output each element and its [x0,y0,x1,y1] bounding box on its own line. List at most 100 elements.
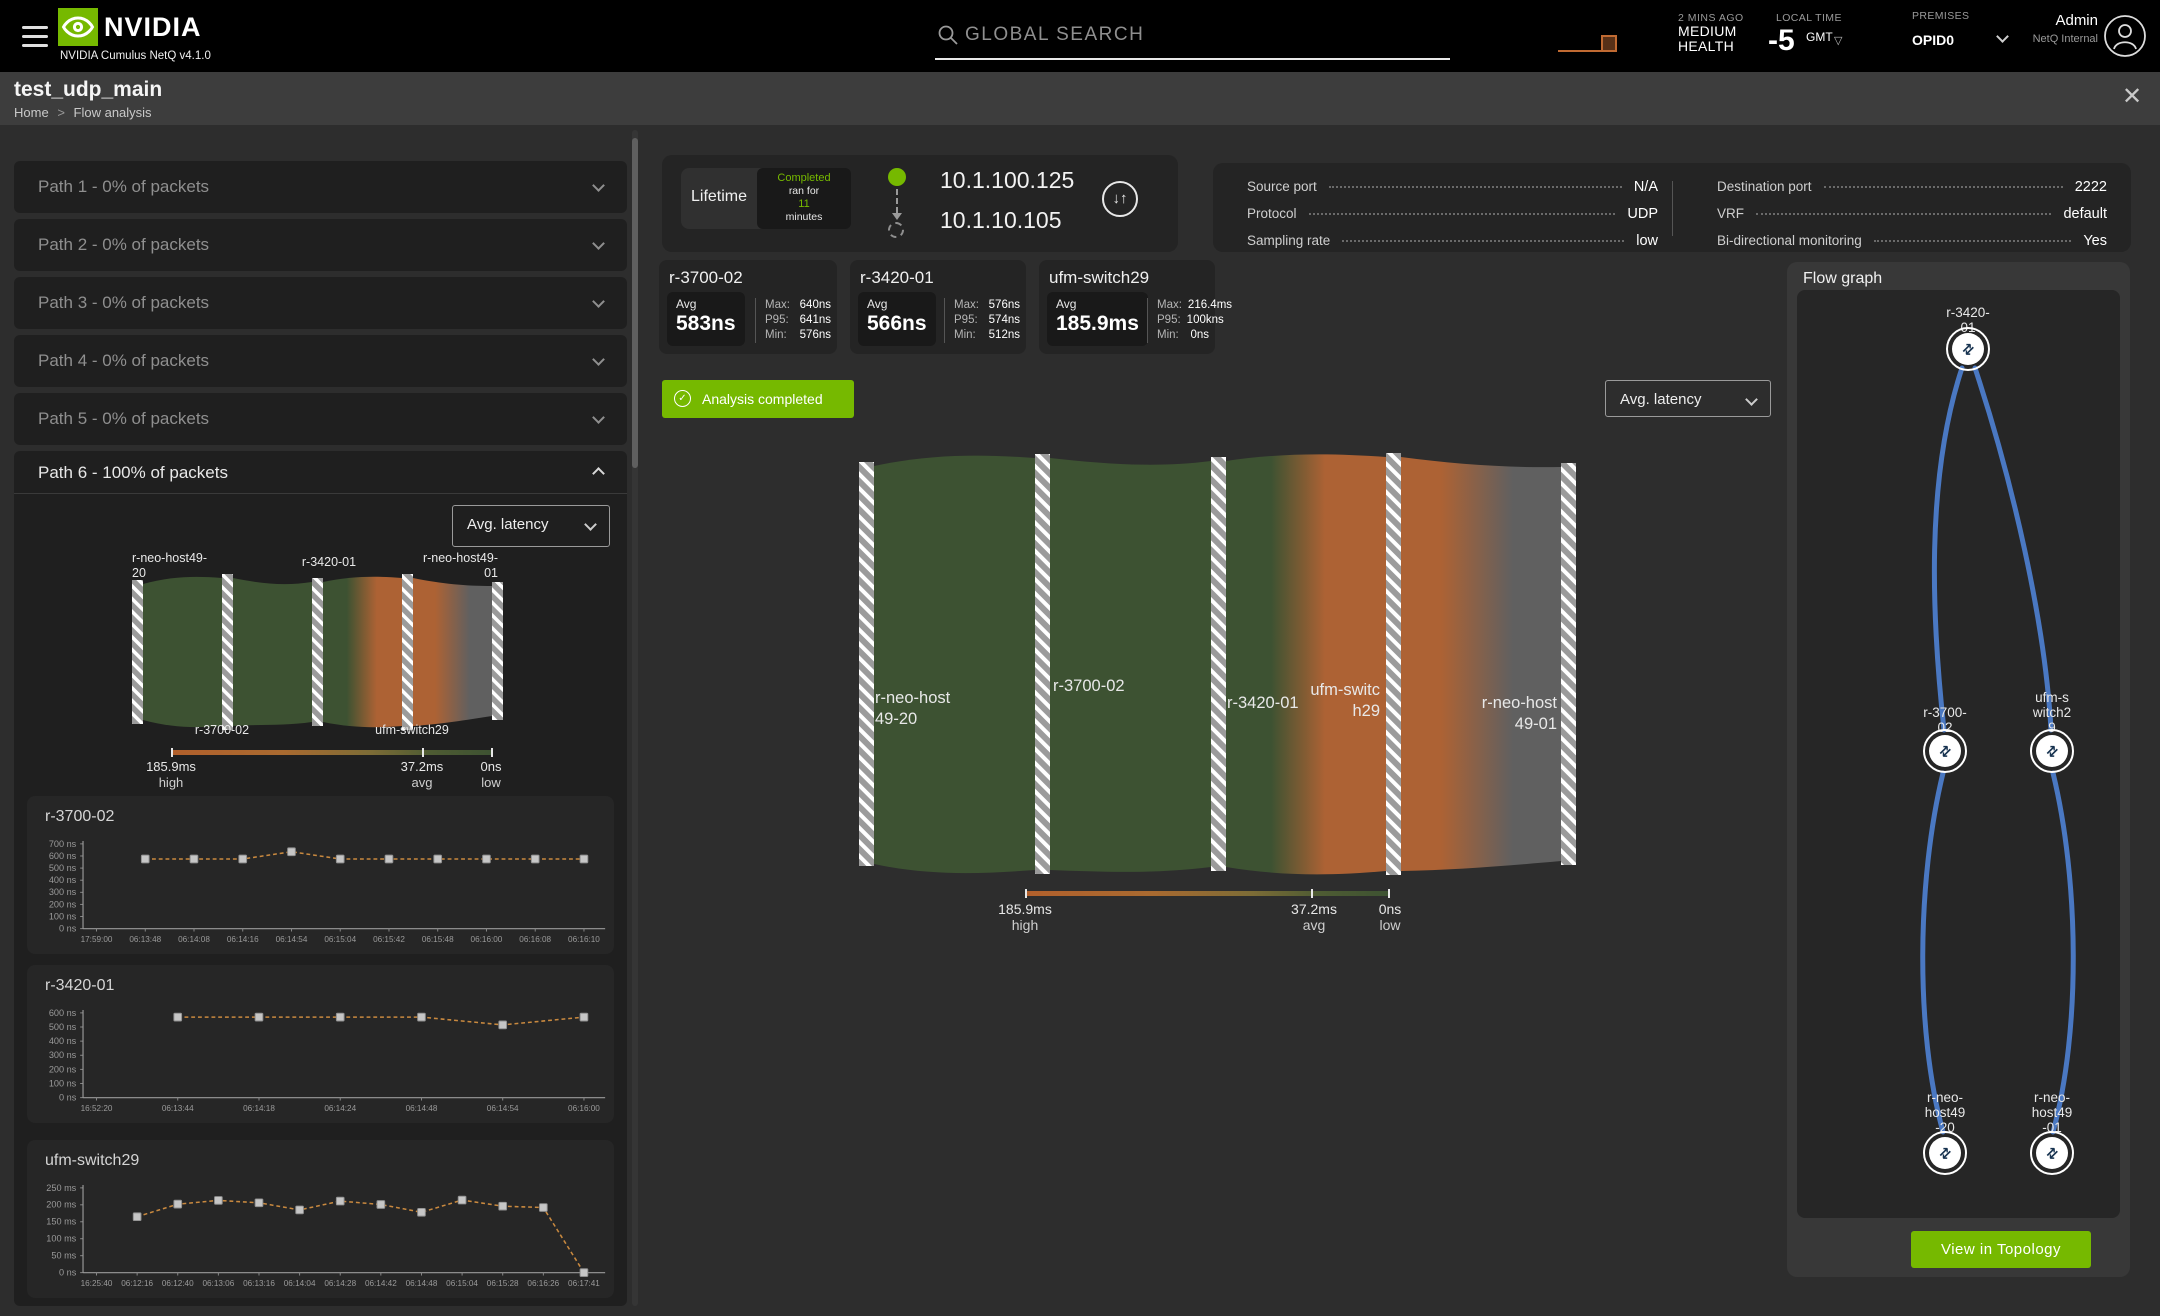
sankey-node-label: r-neo-host 49-01 [1481,694,1557,733]
user-menu[interactable]: Admin NetQ Internal [2018,12,2098,45]
svg-text:250 ms: 250 ms [46,1183,76,1193]
path-5-accordion[interactable]: Path 5 - 0% of packets [14,393,627,445]
latency-legend-bar [171,750,493,755]
latency-line-chart[interactable]: 700 ns 600 ns 500 ns 400 ns 300 ns 200 ns 100 … [31,834,609,952]
latency-line-chart[interactable]: 250 ms 200 ms 150 ms 100 ms 50 ms 0 ns 16:25:4… [31,1178,609,1296]
svg-text:06:13:44: 06:13:44 [162,1104,194,1113]
breadcrumb: Home > Flow analysis [14,105,152,120]
legend-tick [1025,889,1027,898]
sidebar-metric-dropdown[interactable]: Avg. latency [452,505,610,547]
svg-text:06:14:08: 06:14:08 [178,935,210,944]
health-sparkline-icon[interactable] [1556,30,1628,61]
local-time-zone: GMT [1806,30,1833,44]
mini-sankey-diagram [132,574,503,730]
path-4-label: Path 4 - 0% of packets [38,351,210,370]
svg-text:700 ns: 700 ns [49,839,77,849]
breadcrumb-home[interactable]: Home [14,105,49,120]
path-4-accordion[interactable]: Path 4 - 0% of packets [14,335,627,387]
chevron-down-icon [592,411,605,424]
swap-direction-button[interactable]: ↓↑ [1102,181,1138,217]
analysis-status-text: Analysis completed [702,391,823,407]
svg-text:06:12:40: 06:12:40 [162,1279,194,1288]
latency-chart-card: r-3700-02 700 ns 600 ns 500 ns 400 ns 300 ns… [27,796,614,954]
device-stat-card: ufm-switch29 Avg 185.9ms Max: 216.4ms P95:… [1039,260,1232,354]
menu-icon[interactable] [22,26,48,53]
latency-line-chart[interactable]: 600 ns 500 ns 400 ns 300 ns 200 ns 100 ns 0 ns… [31,1003,609,1121]
svg-text:400 ns: 400 ns [49,1036,77,1046]
chevron-down-icon [592,179,605,192]
nvidia-wordmark: NVIDIA [104,12,202,42]
dest-ip: 10.1.10.105 [940,207,1062,233]
flow-node-label: r-neo- host49 -01 [2031,1090,2073,1135]
page-title: test_udp_main [14,78,163,101]
svg-text:200 ms: 200 ms [46,1200,76,1210]
main-metric-dropdown[interactable]: Avg. latency [1605,380,1771,417]
svg-text:06:13:48: 06:13:48 [129,935,161,944]
path-3-accordion[interactable]: Path 3 - 0% of packets [14,277,627,329]
stat-rows: Max: 216.4ms P95: 100kns Min: 0ns [1147,298,1232,343]
chevron-down-icon [592,295,605,308]
health-status-widget[interactable]: 2 MINS AGO MEDIUM HEALTH [1678,12,1744,54]
flow-graph-panel: Flow graph r-3420- 01 ⇄ r-3700- 02 ⇄ ufm… [1787,262,2130,1277]
svg-text:06:16:26: 06:16:26 [527,1279,559,1288]
detail-row: VRF default [1717,206,2107,222]
legend-high: 185.9ms high [998,901,1052,933]
avatar[interactable] [2103,14,2147,63]
title-bar: test_udp_main Home > Flow analysis ✕ [0,72,2160,125]
breadcrumb-current: Flow analysis [73,105,152,120]
global-search-input[interactable]: GLOBAL SEARCH [935,14,1450,60]
svg-text:100 ns: 100 ns [49,911,77,921]
path-1-accordion[interactable]: Path 1 - 0% of packets [14,161,627,213]
path-6-accordion[interactable]: Path 6 - 100% of packets [14,451,627,493]
run-status: Completed [777,172,831,184]
view-in-topology-button[interactable]: View in Topology [1911,1231,2091,1268]
svg-text:300 ns: 300 ns [49,1050,77,1060]
close-icon[interactable]: ✕ [2122,83,2143,110]
premises-chevron-icon[interactable] [1996,30,2009,43]
svg-text:06:16:00: 06:16:00 [471,935,503,944]
legend-tick [1388,889,1390,898]
divider [1672,181,1673,236]
chevron-up-icon [592,467,605,480]
svg-text:06:14:16: 06:14:16 [227,935,259,944]
legend-tick [1311,889,1313,898]
stat-rows: Max: 640ns P95: 641ns Min: 576ns [755,298,831,343]
svg-text:06:13:06: 06:13:06 [202,1279,234,1288]
detail-row: Source port N/A [1247,179,1658,195]
chevron-down-icon [1745,393,1758,406]
user-org: NetQ Internal [2032,33,2098,45]
svg-text:0 ns: 0 ns [59,1268,77,1278]
flow-node-ufm-switch29[interactable]: ⇄ [2030,729,2074,773]
latency-chart-card: r-3420-01 600 ns 500 ns 400 ns 300 ns 200 ns… [27,965,614,1123]
svg-text:06:15:04: 06:15:04 [324,935,356,944]
sidebar-scrollbar[interactable] [632,130,638,1306]
svg-text:06:15:28: 06:15:28 [487,1279,519,1288]
destination-circle-icon [888,222,904,238]
svg-text:06:14:48: 06:14:48 [406,1104,438,1113]
svg-text:150 ms: 150 ms [46,1217,76,1227]
flow-node-r-neo-host49-20[interactable]: ⇄ [1923,1131,1967,1175]
arrow-down-icon [892,213,902,220]
premises-widget[interactable]: PREMISES OPID0 [1912,10,1969,48]
detail-row: Bi-directional monitoring Yes [1717,233,2107,249]
legend-tick [171,748,173,757]
sankey-node-label: r-3420-01 [1227,694,1299,712]
flow-node-r-3700-02[interactable]: ⇄ [1923,729,1967,773]
chart-title: r-3420-01 [45,977,115,994]
svg-text:06:12:16: 06:12:16 [121,1279,153,1288]
chevron-down-icon [584,518,597,531]
timezone-dropdown-icon[interactable]: ▽ [1834,35,1843,47]
flow-node-r-neo-host49-01[interactable]: ⇄ [2030,1131,2074,1175]
flow-details-card: Source port N/A Protocol UDP Sampling rate… [1213,163,2131,252]
path-2-accordion[interactable]: Path 2 - 0% of packets [14,219,627,271]
nvidia-logo-icon [58,8,98,51]
svg-text:06:16:00: 06:16:00 [568,1104,600,1113]
lifetime-card: Lifetime Completed ran for 11 minutes 10… [662,155,1178,252]
source-dot-icon [888,168,906,186]
flow-node-r-3420-01[interactable]: ⇄ [1946,327,1990,371]
user-name: Admin [2055,12,2098,29]
sankey-node-label: r-neo-host 49-20 [875,689,951,728]
top-bar: NVIDIA NVIDIA Cumulus NetQ v4.1.0 GLOBAL… [0,0,2160,72]
svg-text:06:14:28: 06:14:28 [324,1279,356,1288]
legend-low: 0ns low [1378,901,1402,933]
